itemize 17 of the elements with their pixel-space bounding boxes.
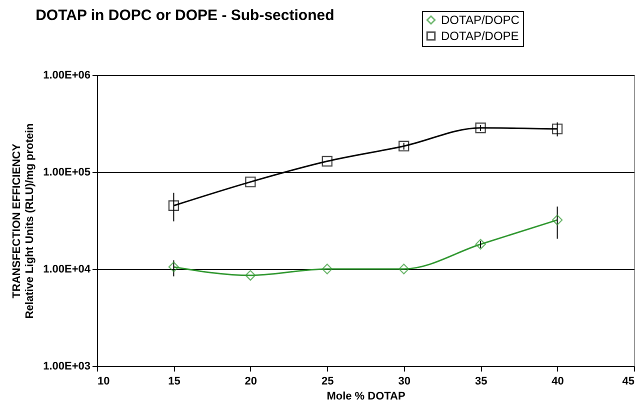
x-tick-label: 20: [244, 376, 258, 388]
x-tick-label: 35: [474, 376, 488, 388]
y-tick-label: 1.00E+04: [43, 264, 92, 276]
legend-label: DOTAP/DOPC: [441, 13, 520, 27]
y-axis-title: TRANSFECTION EFFICIENCY Relative Light Units (RLU)/mg protein: [11, 122, 36, 319]
x-tick-label: 10: [98, 376, 110, 388]
x-tick-label: 40: [552, 376, 564, 388]
x-tick-label: 30: [398, 376, 410, 388]
y-tick-label: 1.00E+03: [43, 360, 90, 372]
x-tick-label: 45: [622, 376, 634, 388]
chart-title: DOTAP in DOPC or DOPE - Sub-sectioned: [36, 7, 334, 24]
y-tick-label: 1.00E+05: [43, 166, 90, 178]
x-tick-label: 25: [322, 376, 334, 388]
y-tick-label: 1.00E+06: [43, 70, 90, 82]
legend-label: DOTAP/DOPE: [441, 29, 519, 43]
x-axis-title: Mole % DOTAP: [326, 390, 406, 402]
x-tick-label: 15: [168, 376, 180, 388]
